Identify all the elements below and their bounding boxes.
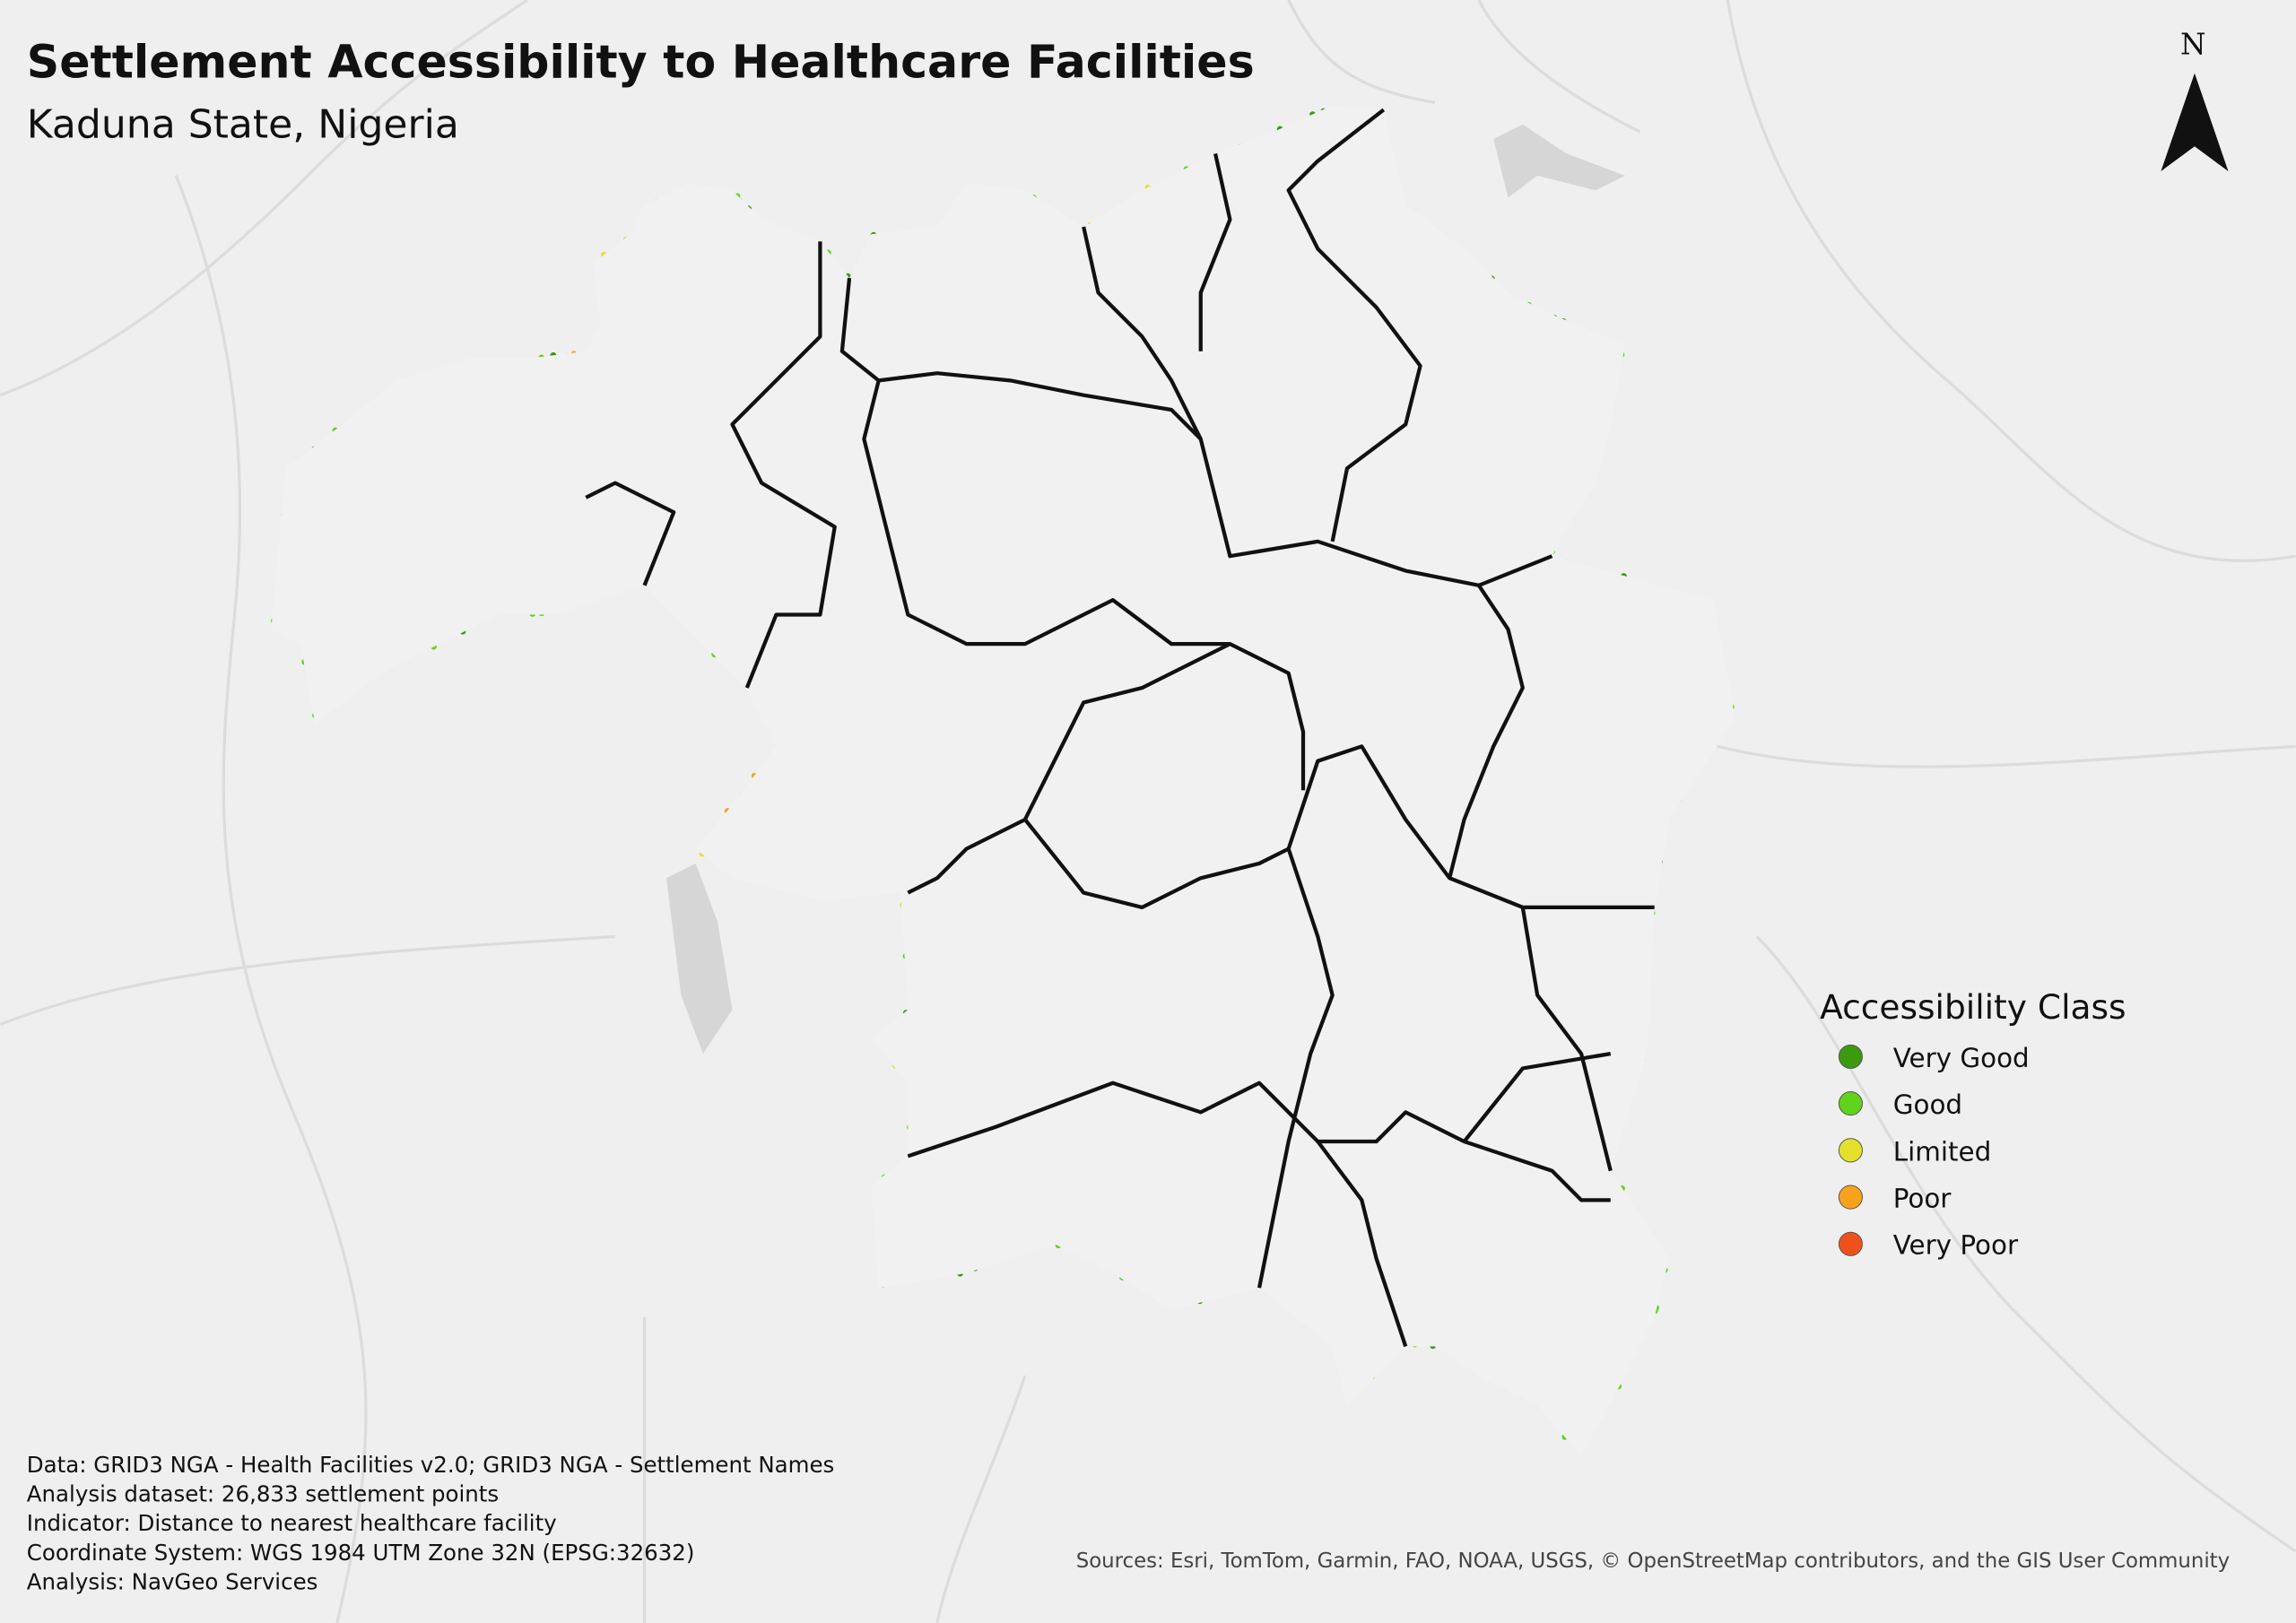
notes: Data: GRID3 NGA - Health Facilities v2.0… [27, 1452, 834, 1595]
map-title: Settlement Accessibility to Healthcare F… [27, 36, 1255, 89]
note-line: Coordinate System: WGS 1984 UTM Zone 32N… [27, 1540, 695, 1566]
north-label: N [2180, 27, 2206, 61]
legend-label: Limited [1893, 1136, 1991, 1167]
legend: Accessibility Class Very Good Good Limited… [1820, 987, 2126, 1261]
note-line: Data: GRID3 NGA - Health Facilities v2.0… [27, 1452, 834, 1478]
north-arrow: N [2161, 27, 2229, 171]
legend-swatch [1838, 1231, 1863, 1256]
legend-label: Very Poor [1893, 1230, 2019, 1261]
map-subtitle: Kaduna State, Nigeria [27, 101, 459, 147]
legend-swatch [1838, 1138, 1863, 1163]
legend-label: Very Good [1893, 1043, 2030, 1073]
north-arrow-shape [2161, 73, 2229, 171]
note-line: Analysis: NavGeo Services [27, 1568, 318, 1594]
note-line: Analysis dataset: 26,833 settlement poin… [27, 1481, 499, 1507]
lga-boundaries [585, 108, 1655, 1348]
legend-title: Accessibility Class [1820, 987, 2126, 1027]
legend-swatch [1838, 1044, 1863, 1069]
attribution: Sources: Esri, TomTom, Garmin, FAO, NOAA… [1076, 1549, 2230, 1573]
legend-swatch [1838, 1091, 1863, 1116]
note-line: Indicator: Distance to nearest healthcar… [27, 1510, 557, 1536]
legend-label: Good [1893, 1089, 1962, 1120]
legend-swatch [1838, 1185, 1863, 1210]
legend-label: Poor [1893, 1183, 1952, 1213]
